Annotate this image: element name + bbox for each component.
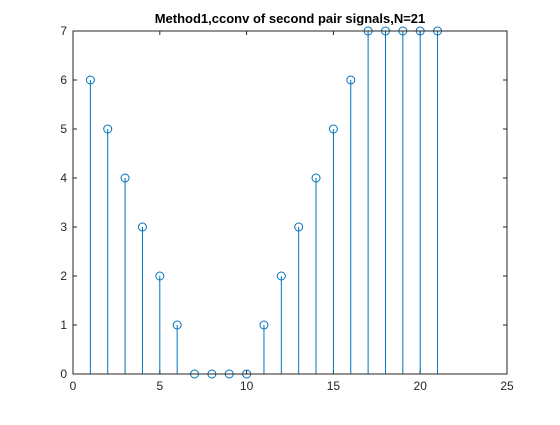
stem-marker (276, 271, 286, 281)
x-tick-label: 0 (70, 379, 77, 393)
stem-marker (172, 320, 182, 330)
plot-area-frame (72, 30, 508, 375)
x-tick-label: 10 (240, 379, 254, 393)
chart-title: Method1,cconv of second pair signals,N=2… (155, 11, 426, 26)
stem-series (85, 26, 443, 379)
stem-marker (259, 320, 269, 330)
stem-marker (120, 173, 130, 183)
x-tick-label: 25 (500, 379, 514, 393)
x-tick-label: 20 (414, 379, 428, 393)
y-tick-label: 6 (60, 73, 67, 87)
x-tick-label: 5 (156, 379, 163, 393)
y-axis-ticks: 0 1 2 3 4 5 6 7 (60, 24, 507, 381)
stem-marker (103, 124, 113, 134)
stem-marker (294, 222, 304, 232)
x-tick-label: 15 (327, 379, 341, 393)
stem-marker (155, 271, 165, 281)
y-tick-label: 7 (60, 24, 67, 38)
x-axis-ticks: 0 5 10 15 20 25 (70, 31, 514, 393)
stem-marker (85, 75, 95, 85)
y-tick-label: 3 (60, 220, 67, 234)
stem-marker (328, 124, 338, 134)
y-tick-label: 1 (60, 318, 67, 332)
y-tick-label: 4 (60, 171, 67, 185)
y-tick-label: 5 (60, 122, 67, 136)
stem-marker (346, 75, 356, 85)
stem-marker (311, 173, 321, 183)
y-tick-label: 0 (60, 367, 67, 381)
stem-marker (137, 222, 147, 232)
y-tick-label: 2 (60, 269, 67, 283)
